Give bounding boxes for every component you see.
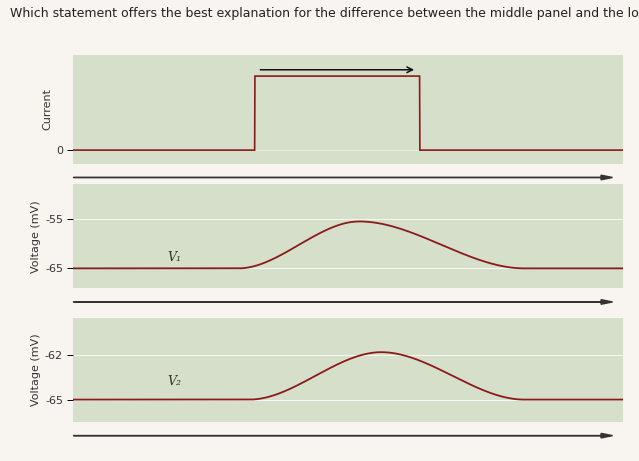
Y-axis label: Voltage (mV): Voltage (mV) [31,334,41,406]
Y-axis label: Voltage (mV): Voltage (mV) [31,200,41,272]
Text: V₁: V₁ [167,251,181,264]
Y-axis label: Current: Current [42,89,52,130]
Text: Which statement offers the best explanation for the difference between the middl: Which statement offers the best explanat… [10,7,639,20]
Text: V₂: V₂ [167,375,181,388]
